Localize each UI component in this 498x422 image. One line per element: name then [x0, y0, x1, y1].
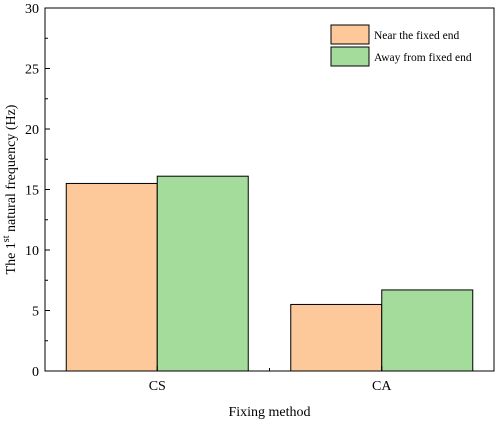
- x-tick-label-cs: CS: [149, 379, 166, 394]
- y-tick-label: 5: [32, 305, 39, 320]
- bar-cs-series-1: [65, 182, 158, 372]
- y-tick-label: 10: [25, 244, 39, 259]
- bar-cs-series-2: [156, 175, 249, 372]
- bars-layer: [65, 175, 474, 372]
- y-tick-label: 15: [25, 184, 39, 199]
- x-axis-title: Fixing method: [228, 405, 310, 420]
- legend-label-2: Away from fixed end: [374, 52, 472, 64]
- bar-ca-series-2: [381, 289, 474, 372]
- y-tick-label: 25: [25, 63, 39, 78]
- y-axis-title: The 1st natural frequency (Hz): [1, 104, 19, 274]
- y-tick-label: 0: [32, 365, 39, 380]
- x-tick-label-ca: CA: [372, 379, 392, 394]
- bar-ca-series-1: [290, 303, 383, 372]
- legend-swatch-1: [330, 24, 370, 45]
- legend-swatch-2: [330, 46, 370, 67]
- y-axis-title-prefix: The 1: [4, 242, 19, 274]
- y-tick-label: 20: [25, 123, 39, 138]
- legend: Near the fixed end Away from fixed end: [330, 24, 472, 67]
- y-axis-title-superscript: st: [1, 235, 12, 242]
- ticks-layer: 0 5 10 15 20 25 30 CS CA: [25, 2, 392, 394]
- y-axis-title-suffix: natural frequency (Hz): [4, 104, 19, 235]
- y-tick-label: 30: [25, 2, 39, 17]
- legend-label-1: Near the fixed end: [374, 30, 460, 42]
